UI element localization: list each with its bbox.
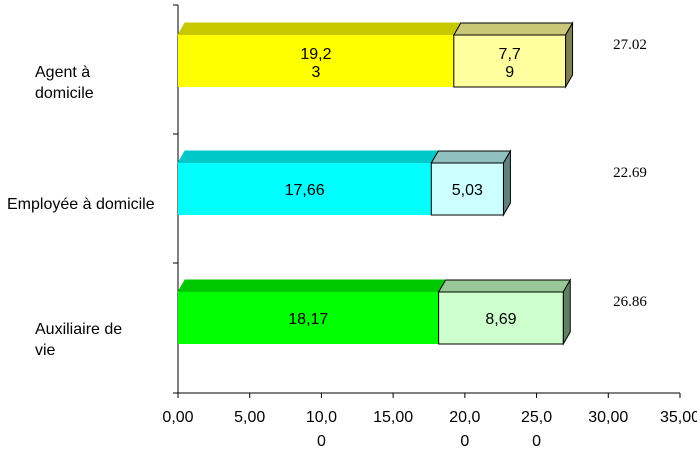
bar-top-face xyxy=(177,279,447,293)
bar-total-label: 22.69 xyxy=(613,165,647,181)
x-tick-label: 10,0 0 xyxy=(306,409,337,450)
bar-top-face xyxy=(437,279,572,293)
bar-segment-series-2 xyxy=(438,291,564,345)
bar-side-face xyxy=(565,21,574,89)
bar-value-label: 8,69 xyxy=(485,311,516,328)
bar-value-label: 7,7 9 xyxy=(499,46,521,81)
bar-segment-series-1 xyxy=(178,292,439,344)
x-tick-label: 0,00 xyxy=(162,409,193,426)
bar-value-label: 17,66 xyxy=(285,182,325,199)
category-label: Auxiliaire de vie xyxy=(35,321,122,359)
bar-value-label: 18,17 xyxy=(288,311,328,328)
x-tick-label: 25,0 0 xyxy=(521,409,552,450)
bar-segment-series-1 xyxy=(178,163,432,215)
x-tick-label: 5,00 xyxy=(234,409,265,426)
bar-top-face xyxy=(430,150,512,164)
x-tick-label: 30,00 xyxy=(588,409,628,426)
bar-total-label: 26.86 xyxy=(613,294,647,310)
bar-value-label: 5,03 xyxy=(452,182,483,199)
bar-top-face xyxy=(452,22,574,36)
bar-side-face xyxy=(562,278,571,346)
category-label: Agent à domicile xyxy=(35,64,94,102)
bar-side-face xyxy=(502,149,511,217)
bar-top-face xyxy=(177,22,462,36)
bar-total-label: 27.02 xyxy=(613,37,647,53)
bar-segment-series-1 xyxy=(178,35,454,87)
bar-top-face xyxy=(177,150,440,164)
x-tick-label: 35,00 xyxy=(660,409,697,426)
x-tick-label: 20,0 0 xyxy=(449,409,480,450)
x-tick-label: 15,00 xyxy=(373,409,413,426)
bar-segment-series-2 xyxy=(453,34,567,88)
category-label: Employée à domicile xyxy=(7,196,155,213)
bar-value-label: 19,2 3 xyxy=(300,46,331,81)
bar-segment-series-2 xyxy=(430,162,504,216)
